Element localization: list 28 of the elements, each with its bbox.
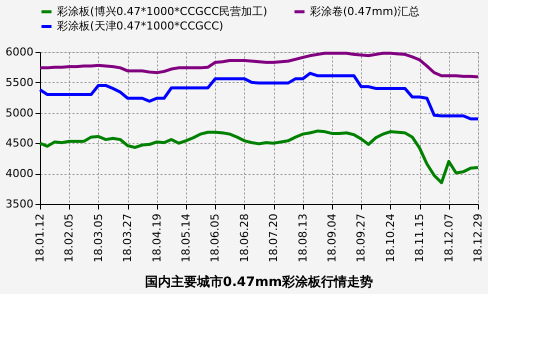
x-tick-label: 18.02.05 (62, 214, 76, 262)
x-tick-label: 18.09.04 (326, 214, 338, 262)
x-tick-label: 18.03.27 (121, 214, 134, 262)
x-tick-label: 18.08.13 (296, 214, 310, 262)
x-tick-label: 18.05.14 (180, 214, 192, 262)
line-series (38, 72, 480, 120)
x-tick-label: 18.01.12 (34, 214, 46, 262)
y-tick-label: 4500 (6, 136, 34, 150)
x-tick-label: 18.03.05 (92, 214, 105, 262)
x-tick-label: 18.04.19 (150, 214, 164, 262)
x-tick-label: 18.10.24 (384, 214, 397, 262)
y-tick-label: 5000 (6, 106, 34, 120)
x-tick-label: 18.09.27 (354, 214, 368, 262)
legend-label: 彩涂板(博兴0.47*1000*CCGCC民营加工) (57, 4, 268, 18)
y-tick-label: 4000 (6, 167, 34, 180)
x-tick-label: 18.12.29 (472, 214, 484, 262)
x-tick-label: 18.11.15 (413, 214, 426, 262)
y-tick-label: 6000 (6, 46, 34, 58)
text: 国内主要城市0.47mm彩涂板行情走势 (144, 274, 374, 290)
legend-label: 彩涂板(天津0.47*1000*CCGCC) (57, 20, 224, 32)
x-tick-label: 18.06.05 (208, 214, 222, 262)
x-tick-label: 18.07.20 (267, 214, 280, 262)
y-tick-label: 3500 (6, 198, 34, 210)
y-tick-label: 5500 (6, 76, 34, 89)
line-series (38, 130, 480, 184)
x-tick-label: 18.06.28 (238, 214, 251, 262)
x-tick-label: 18.12.07 (442, 214, 456, 262)
legend-label: 彩涂卷(0.47mm)汇总 (310, 4, 420, 18)
